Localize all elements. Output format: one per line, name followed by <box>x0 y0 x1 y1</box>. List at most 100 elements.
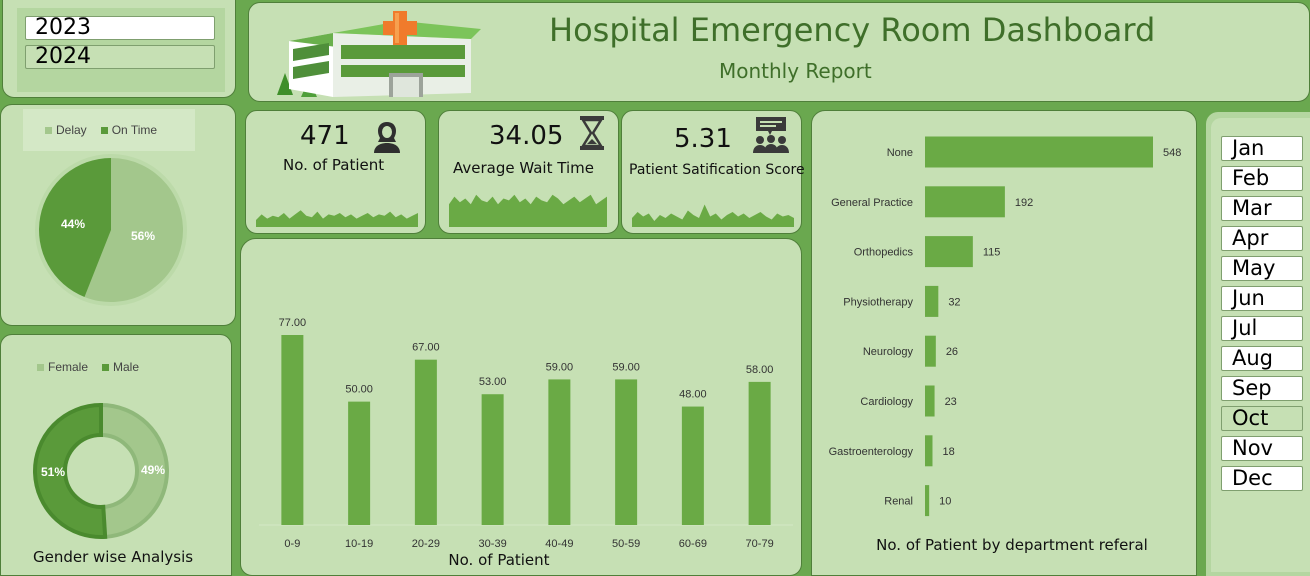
y-tick-label: None <box>887 147 913 159</box>
legend-swatch <box>102 363 110 371</box>
bar-30-39 <box>481 394 504 525</box>
bar-value-label: 18 <box>942 446 954 458</box>
delay-pie-chart <box>35 154 187 306</box>
bar-value-label: 23 <box>945 396 957 408</box>
department-chart-title: No. of Patient by department referal <box>876 536 1148 554</box>
pie-slice-on-time <box>39 158 111 297</box>
gender-chart-title: Gender wise Analysis <box>33 548 194 566</box>
month-button-oct[interactable]: Oct <box>1221 406 1303 431</box>
year-button-2024[interactable]: 2024 <box>25 45 215 69</box>
bar-value-label: 50.00 <box>345 384 373 396</box>
donut-slice-label-female: 49% <box>141 463 166 477</box>
bar-value-label: 26 <box>946 346 958 358</box>
bar-value-label: 192 <box>1015 197 1033 209</box>
y-tick-label: Neurology <box>863 346 914 358</box>
y-tick-label: General Practice <box>831 197 913 209</box>
legend-item: Male <box>102 360 139 374</box>
age-chart-title: No. of Patient <box>448 551 549 569</box>
month-button-may[interactable]: May <box>1221 256 1303 281</box>
bar-40-49 <box>548 379 571 525</box>
pie-legend: Delay On Time <box>23 109 195 151</box>
y-tick-label: Physiotherapy <box>843 296 913 308</box>
bar-60-69 <box>681 406 704 525</box>
bar-cardiology <box>925 385 935 417</box>
kpi-label-wait-time: Average Wait Time <box>453 159 594 177</box>
legend-label: Male <box>113 360 140 374</box>
age-group-bar-chart: 77.00 0-9 50.00 10-19 67.00 20-29 53.00 30-39 59… <box>259 317 793 569</box>
legend-label: Female <box>48 360 89 374</box>
x-tick-label: 0-9 <box>284 538 300 550</box>
sparkline-area <box>256 210 418 227</box>
gender-donut-panel: Female Male 49% 51% Gender wise Analysis <box>0 334 232 576</box>
bar-general-practice <box>925 186 1005 218</box>
bar-value-label: 77.00 <box>279 317 307 329</box>
legend-item: On Time <box>100 123 158 137</box>
y-tick-label: Cardiology <box>860 396 913 408</box>
month-slicer: Jan Feb Mar Apr May Jun Jul Aug Sep Oct Nov Dec <box>1206 112 1310 576</box>
bar-value-label: 48.00 <box>679 389 707 401</box>
group-feedback-icon <box>753 117 789 153</box>
kpi-card-wait-time: 34.05 Average Wait Time <box>438 110 619 234</box>
bar-gastroenterology <box>925 435 933 467</box>
bar-value-label: 115 <box>983 247 1001 259</box>
wait-status-pie-panel: Delay On Time 56% 44% <box>0 104 236 326</box>
month-button-jun[interactable]: Jun <box>1221 286 1303 311</box>
bar-70-79 <box>748 381 771 525</box>
x-tick-label: 50-59 <box>612 538 640 550</box>
legend-item: Delay <box>45 123 87 137</box>
kpi-card-patients: 471 No. of Patient <box>245 110 426 234</box>
hourglass-icon <box>580 116 604 150</box>
bar-value-label: 59.00 <box>612 361 640 373</box>
year-button-2023[interactable]: 2023 <box>25 16 215 40</box>
x-tick-label: 10-19 <box>345 538 373 550</box>
bar-50-59 <box>615 379 638 525</box>
hospital-building-icon <box>277 11 481 97</box>
legend-swatch <box>37 363 44 371</box>
page-subtitle: Monthly Report <box>719 59 872 83</box>
x-tick-label: 60-69 <box>679 538 707 550</box>
x-tick-label: 20-29 <box>412 538 440 550</box>
pie-slice-label-delay: 56% <box>131 229 156 243</box>
x-tick-label: 70-79 <box>746 538 774 550</box>
legend-swatch <box>45 126 52 134</box>
pie-slice-label-on-time: 44% <box>61 217 86 231</box>
bar-renal <box>925 485 930 517</box>
year-slicer-body: 2023 2024 <box>17 8 225 92</box>
kpi-label-satisfaction: Patient Satification Score <box>629 162 805 178</box>
month-button-sep[interactable]: Sep <box>1221 376 1303 401</box>
bar-value-label: 32 <box>948 296 960 308</box>
month-button-aug[interactable]: Aug <box>1221 346 1303 371</box>
pie-slice-delay <box>84 158 183 302</box>
bar-orthopedics <box>925 236 973 268</box>
month-button-jul[interactable]: Jul <box>1221 316 1303 341</box>
kpi-value-wait-time: 34.05 <box>489 121 564 151</box>
x-tick-label: 30-39 <box>479 538 507 550</box>
kpi-label-patients: No. of Patient <box>283 156 385 174</box>
bar-neurology <box>925 335 936 367</box>
sparkline-patients <box>256 210 418 227</box>
bar-0-9 <box>281 335 304 525</box>
kpi-value-patients: 471 <box>300 121 350 151</box>
month-button-feb[interactable]: Feb <box>1221 166 1303 191</box>
month-button-apr[interactable]: Apr <box>1221 226 1303 251</box>
dashboard-header: Hospital Emergency Room Dashboard Monthl… <box>248 2 1310 102</box>
bar-none <box>925 136 1153 168</box>
legend-swatch <box>100 126 108 134</box>
month-button-jan[interactable]: Jan <box>1221 136 1303 161</box>
month-button-mar[interactable]: Mar <box>1221 196 1303 221</box>
year-slicer: 2023 2024 <box>2 0 236 98</box>
bar-10-19 <box>348 401 371 525</box>
bar-value-label: 59.00 <box>546 361 574 373</box>
age-group-bar-panel: 77.00 0-9 50.00 10-19 67.00 20-29 53.00 30-39 59… <box>240 238 802 576</box>
legend-label: On Time <box>111 123 158 137</box>
sparkline-area <box>632 204 794 227</box>
kpi-card-satisfaction: 5.31 Patient Satification Score <box>621 110 805 234</box>
page-title: Hospital Emergency Room Dashboard <box>549 11 1156 49</box>
month-button-dec[interactable]: Dec <box>1221 466 1303 491</box>
patient-icon <box>374 122 400 153</box>
bar-value-label: 548 <box>1163 147 1181 159</box>
y-tick-label: Gastroenterology <box>829 446 914 458</box>
y-tick-label: Orthopedics <box>854 247 914 259</box>
month-button-nov[interactable]: Nov <box>1221 436 1303 461</box>
donut-legend: Female Male <box>23 349 183 385</box>
